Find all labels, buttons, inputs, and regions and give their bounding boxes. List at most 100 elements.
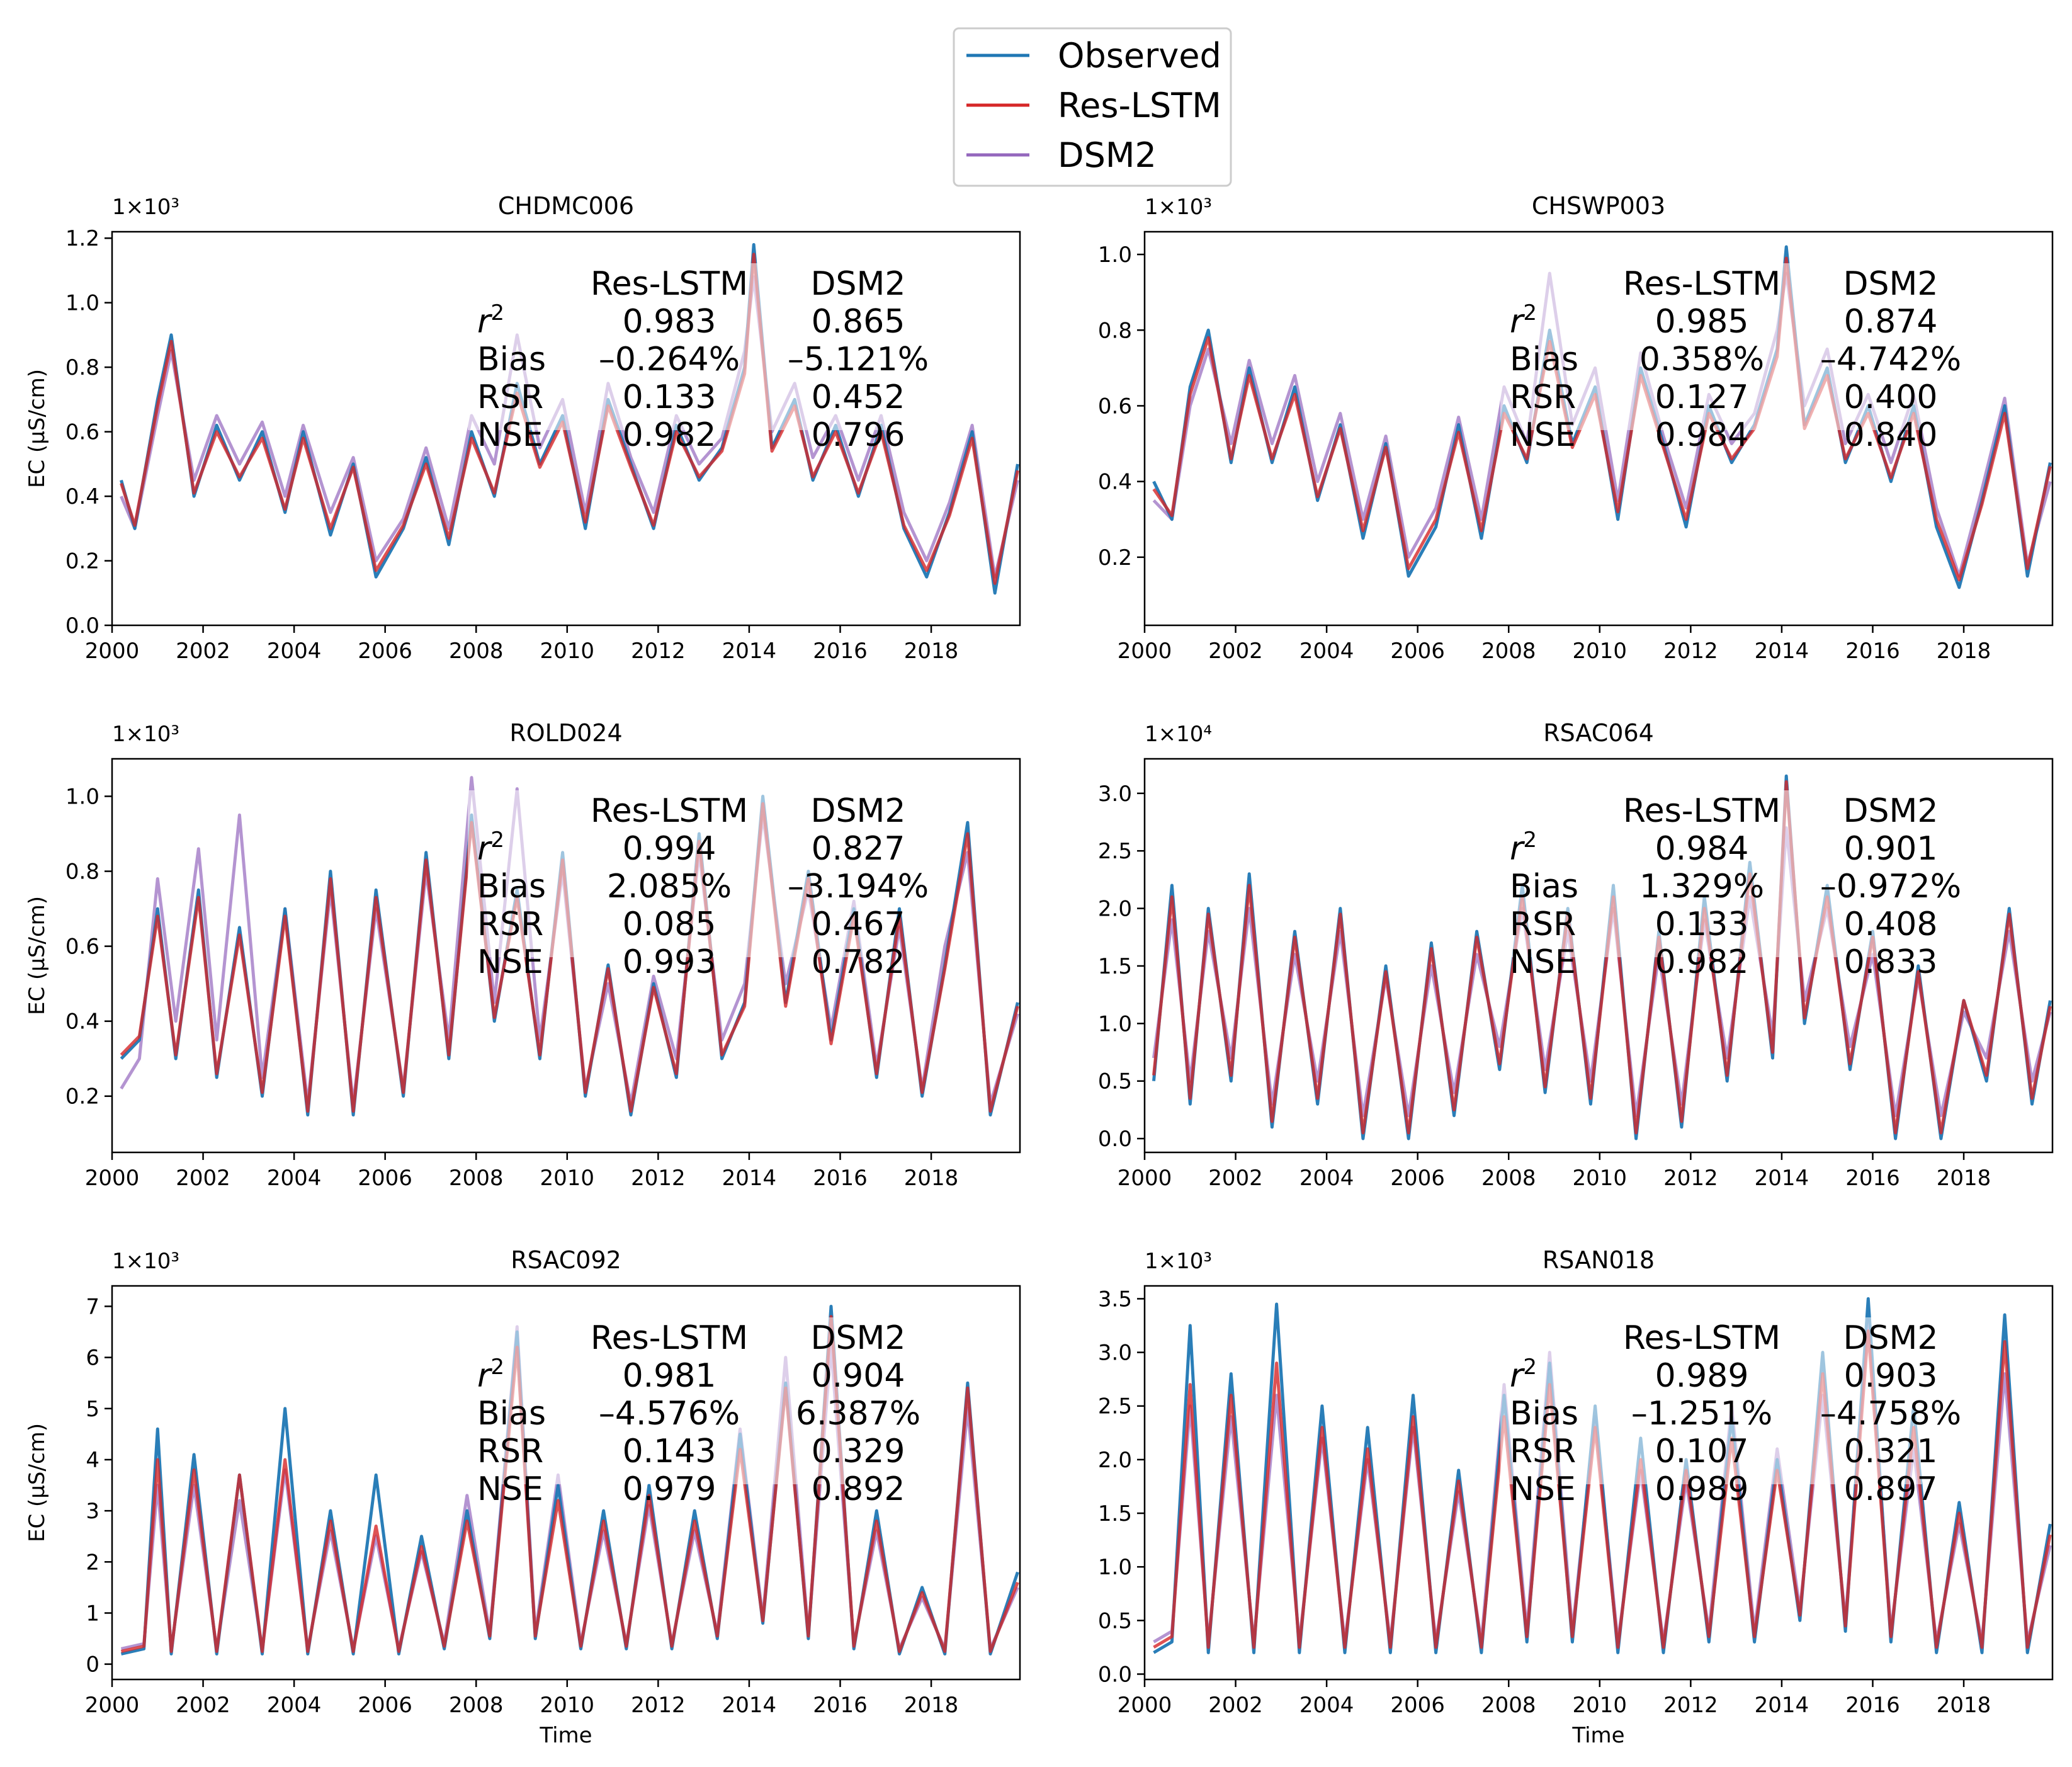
stats-label-rsr: RSR xyxy=(1510,906,1576,943)
stats-header-dsm2: DSM2 xyxy=(1843,1319,1939,1357)
y-scale-label: 1×10⁴ xyxy=(1145,722,1212,747)
stats-label-nse: NSE xyxy=(477,943,543,981)
y-tick-label: 0.6 xyxy=(65,420,99,445)
x-tick-label: 2004 xyxy=(267,639,322,664)
y-tick-label: 3 xyxy=(86,1499,99,1524)
y-scale-label: 1×10³ xyxy=(1145,1249,1212,1274)
stats-value-r2-dsm2: 0.901 xyxy=(1844,830,1938,868)
stats-label-rsr: RSR xyxy=(1510,378,1576,416)
x-tick-label: 2014 xyxy=(1755,1693,1809,1718)
x-tick-label: 2010 xyxy=(540,1693,595,1718)
stats-value-nse-reslstm: 0.984 xyxy=(1655,416,1749,454)
stats-value-nse-dsm2: 0.782 xyxy=(812,943,905,981)
x-tick-label: 2004 xyxy=(267,1693,322,1718)
stats-value-bias-dsm2: –3.194% xyxy=(788,868,929,906)
y-tick-label: 0.0 xyxy=(65,613,99,639)
stats-value-bias-reslstm: –4.576% xyxy=(599,1395,740,1433)
y-scale-label: 1×10³ xyxy=(112,1249,179,1274)
x-tick-label: 2018 xyxy=(904,1166,959,1191)
x-tick-label: 2008 xyxy=(449,639,504,664)
x-tick-label: 2012 xyxy=(631,1166,686,1191)
y-tick-label: 2.0 xyxy=(1098,1448,1132,1473)
stats-value-r2-dsm2: 0.904 xyxy=(812,1357,905,1395)
stats-label-bias: Bias xyxy=(1510,868,1578,906)
x-tick-label: 2010 xyxy=(1573,639,1628,664)
x-tick-label: 2016 xyxy=(1845,1166,1900,1191)
r2-superscript: 2 xyxy=(1523,1355,1537,1380)
stats-value-rsr-dsm2: 0.400 xyxy=(1844,378,1938,416)
x-tick-label: 2000 xyxy=(1118,639,1172,664)
stats-value-r2-dsm2: 0.865 xyxy=(812,303,905,341)
y-tick-label: 0.8 xyxy=(65,860,99,885)
stats-label-nse: NSE xyxy=(1510,1470,1576,1508)
stats-value-nse-dsm2: 0.892 xyxy=(812,1470,905,1508)
x-tick-label: 2010 xyxy=(540,639,595,664)
x-tick-label: 2004 xyxy=(1299,1166,1354,1191)
x-tick-label: 2016 xyxy=(813,1693,868,1718)
stats-value-nse-dsm2: 0.840 xyxy=(1844,416,1938,454)
stats-header-dsm2: DSM2 xyxy=(1843,792,1939,830)
x-tick-label: 2016 xyxy=(813,639,868,664)
panel-rsan018: 0.0 0.5 1.0 1.5 2.0 2.5 3.0 3.5 2000 2002 2004 2006… xyxy=(1098,1246,2054,1748)
x-tick-label: 2018 xyxy=(904,1693,959,1718)
series-line-dsm2 xyxy=(120,275,1019,579)
panel-chswp003: 0.2 0.4 0.6 0.8 1.0 2000 2002 2004 2006 2008 2010 2… xyxy=(1098,192,2054,664)
y-scale-label: 1×10³ xyxy=(112,195,179,220)
x-tick-label: 2018 xyxy=(1937,1166,1991,1191)
axes-frame xyxy=(111,758,1021,1154)
stats-backdrop xyxy=(468,790,890,957)
stats-header-dsm2: DSM2 xyxy=(811,792,906,830)
x-tick-label: 2010 xyxy=(1573,1693,1628,1718)
x-tick-label: 2000 xyxy=(85,1166,140,1191)
series-line-dsm2 xyxy=(1152,271,2052,578)
x-axis-label: Time xyxy=(539,1723,592,1748)
x-tick-label: 2016 xyxy=(813,1166,868,1191)
stats-label-nse: NSE xyxy=(1510,943,1576,981)
stats-label-nse: NSE xyxy=(477,416,543,454)
y-tick-label: 0.6 xyxy=(1098,394,1132,419)
stats-value-bias-reslstm: –0.264% xyxy=(599,341,740,378)
stats-value-r2-reslstm: 0.985 xyxy=(1655,303,1749,341)
stats-value-nse-reslstm: 0.982 xyxy=(623,416,716,454)
axes-frame xyxy=(1143,1285,2054,1681)
x-tick-label: 2006 xyxy=(1390,639,1445,664)
stats-backdrop xyxy=(468,263,890,430)
x-tick-label: 2002 xyxy=(176,639,230,664)
x-tick-label: 2018 xyxy=(904,639,959,664)
stats-value-bias-dsm2: –0.972% xyxy=(1820,868,1961,906)
stats-value-rsr-reslstm: 0.085 xyxy=(623,906,716,943)
y-tick-label: 1.0 xyxy=(1098,1555,1132,1580)
stats-label-bias: Bias xyxy=(1510,341,1578,378)
stats-label-r2: r2 xyxy=(1510,300,1537,341)
y-tick-label: 1.0 xyxy=(65,785,99,810)
y-tick-label: 0.6 xyxy=(65,935,99,960)
x-tick-label: 2016 xyxy=(1845,639,1900,664)
stats-label-bias: Bias xyxy=(477,868,546,906)
r2-superscript: 2 xyxy=(490,300,504,326)
y-tick-label: 0.5 xyxy=(1098,1069,1132,1094)
x-tick-label: 2000 xyxy=(1118,1166,1172,1191)
y-tick-label: 0.8 xyxy=(1098,318,1132,343)
stats-value-bias-reslstm: 1.329% xyxy=(1639,868,1764,906)
y-tick-label: 0.2 xyxy=(65,1084,99,1110)
x-tick-label: 2012 xyxy=(631,639,686,664)
x-tick-label: 2004 xyxy=(267,1166,322,1191)
stats-label-r2: r2 xyxy=(477,827,504,868)
y-tick-label: 7 xyxy=(86,1294,99,1319)
y-tick-label: 0.5 xyxy=(1098,1608,1132,1633)
panel-title: CHSWP003 xyxy=(1532,192,1665,220)
panel-rsac064: 0.0 0.5 1.0 1.5 2.0 2.5 3.0 2000 2002 2004 2006 200… xyxy=(1098,719,2054,1191)
x-tick-label: 2004 xyxy=(1299,639,1354,664)
x-axis-label: Time xyxy=(1571,1723,1624,1748)
x-tick-label: 2008 xyxy=(1481,1166,1536,1191)
y-tick-label: 0.0 xyxy=(1098,1127,1132,1152)
x-tick-label: 2002 xyxy=(1208,1693,1263,1718)
y-axis-label: EC (μS/cm) xyxy=(25,1423,50,1542)
stats-label-rsr: RSR xyxy=(477,1433,543,1470)
x-tick-label: 2000 xyxy=(85,639,140,664)
y-tick-label: 3.0 xyxy=(1098,1341,1132,1366)
